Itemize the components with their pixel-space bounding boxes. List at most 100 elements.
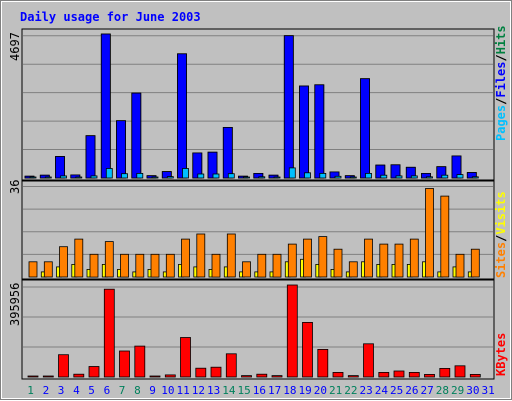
x-label-day-21: 21 (329, 384, 342, 397)
bar-pages-day-15 (243, 176, 250, 179)
bar-kbytes-day-19 (302, 321, 313, 378)
bar-kbytes-day-18 (286, 284, 298, 378)
bar-files-day-14 (222, 127, 233, 179)
bar-sites-day-30 (470, 248, 480, 278)
bar-files-day-29 (451, 155, 462, 179)
bar-sites-day-27 (425, 188, 434, 278)
bar-files-day-25 (390, 164, 401, 179)
legend-visits: Visits (494, 191, 508, 234)
bar-pages-day-6 (105, 168, 113, 179)
legend-kbytes: KBytes (494, 333, 508, 376)
bar-pages-day-19 (304, 172, 311, 179)
bar-pages-day-12 (197, 173, 205, 179)
bar-pages-day-3 (60, 175, 67, 179)
bar-kbytes-day-25 (393, 370, 405, 378)
panel-kbytes (21, 279, 495, 380)
x-label-day-1: 1 (27, 384, 34, 397)
bar-sites-day-6 (104, 241, 114, 278)
bar-sites-day-5 (89, 253, 99, 278)
x-label-day-30: 30 (466, 384, 479, 397)
bar-kbytes-day-13 (210, 366, 222, 378)
bar-kbytes-day-8 (134, 345, 146, 378)
bar-kbytes-day-7 (119, 350, 130, 378)
bar-files-day-27 (421, 172, 431, 179)
x-label-day-31: 31 (481, 384, 494, 397)
bar-kbytes-day-15 (241, 375, 252, 378)
bar-kbytes-day-1 (27, 375, 39, 378)
bar-files-day-20 (314, 84, 325, 179)
bar-pages-day-1 (29, 176, 37, 179)
bar-sites-day-13 (211, 253, 221, 278)
bar-files-day-2 (39, 174, 50, 179)
x-label-day-19: 19 (298, 384, 311, 397)
x-label-day-5: 5 (88, 384, 95, 397)
bar-kbytes-day-6 (103, 288, 115, 378)
bar-kbytes-day-23 (363, 343, 374, 378)
x-label-day-25: 25 (390, 384, 403, 397)
bar-kbytes-day-5 (88, 366, 100, 378)
x-label-day-14: 14 (222, 384, 236, 397)
bar-files-day-11 (177, 53, 187, 179)
x-label-day-7: 7 (119, 384, 126, 397)
bar-pages-day-26 (410, 175, 418, 179)
bar-sites-day-7 (120, 253, 129, 278)
bar-kbytes-day-20 (317, 348, 329, 378)
bar-files-day-16 (253, 172, 264, 179)
bar-files-day-3 (55, 156, 65, 179)
x-label-day-18: 18 (283, 384, 296, 397)
x-label-day-10: 10 (161, 384, 174, 397)
x-label-day-4: 4 (73, 384, 80, 397)
y-max-label-sites: 36 (8, 180, 22, 194)
bar-kbytes-day-27 (424, 373, 435, 378)
x-label-day-16: 16 (253, 384, 266, 397)
bar-files-day-18 (283, 35, 294, 179)
bar-pages-day-8 (136, 172, 144, 179)
y-max-label-kbytes: 395956 (8, 283, 22, 326)
bar-files-day-4 (70, 174, 81, 179)
bar-kbytes-day-14 (225, 353, 237, 378)
bar-files-day-5 (85, 135, 96, 179)
legend-sep-3: / (494, 235, 508, 242)
bar-sites-day-23 (364, 238, 373, 278)
bar-files-day-26 (405, 166, 416, 179)
x-label-day-20: 20 (314, 384, 327, 397)
bar-pages-day-23 (365, 172, 372, 179)
bar-sites-day-10 (165, 253, 175, 278)
legend-sep-1: / (494, 98, 508, 105)
panel-hits-files-pages (21, 28, 495, 181)
bars-layer (24, 33, 481, 378)
legend-sep-2: / (494, 54, 508, 61)
bar-sites-day-2 (43, 261, 53, 278)
x-label-day-13: 13 (207, 384, 220, 397)
bar-sites-day-22 (348, 261, 358, 278)
x-label-day-17: 17 (268, 384, 281, 397)
bar-pages-day-21 (334, 175, 342, 179)
bar-kbytes-day-10 (164, 374, 176, 378)
bar-kbytes-day-21 (332, 371, 344, 378)
bar-kbytes-day-26 (408, 371, 420, 378)
x-label-day-15: 15 (237, 384, 250, 397)
y-max-label-hits: 4697 (8, 32, 22, 61)
chart-title: Daily usage for June 2003 (20, 10, 201, 24)
x-label-day-12: 12 (192, 384, 205, 397)
bar-pages-day-14 (227, 173, 235, 179)
x-label-day-27: 27 (420, 384, 433, 397)
bar-sites-day-15 (242, 261, 251, 278)
bar-kbytes-day-24 (378, 371, 390, 378)
bar-sites-day-19 (303, 238, 312, 278)
bar-files-day-30 (466, 172, 477, 179)
bar-files-day-28 (436, 166, 447, 179)
legend-pages: Pages (494, 105, 508, 141)
bar-pages-day-29 (456, 174, 464, 179)
bar-pages-day-27 (426, 176, 433, 179)
bar-pages-day-22 (349, 176, 357, 179)
bar-kbytes-day-28 (439, 367, 451, 378)
bar-pages-day-11 (182, 168, 189, 179)
bar-pages-day-4 (75, 176, 83, 179)
bar-pages-day-13 (212, 173, 220, 179)
bar-pages-day-2 (44, 176, 52, 179)
x-label-day-22: 22 (344, 384, 357, 397)
bar-kbytes-day-11 (180, 337, 191, 378)
